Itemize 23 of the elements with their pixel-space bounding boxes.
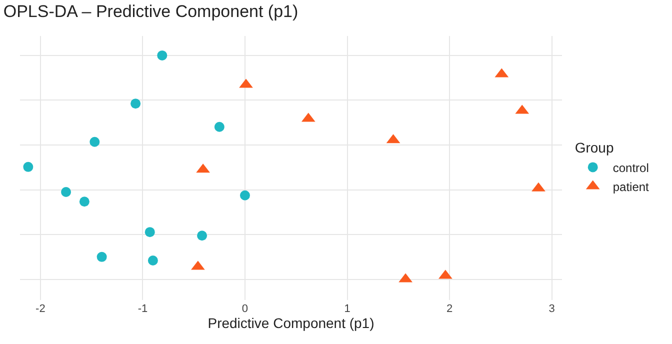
point (240, 190, 250, 200)
point (148, 256, 158, 266)
x-tick-label: 3 (548, 303, 555, 315)
chart-title: OPLS-DA – Predictive Component (p1) (3, 2, 298, 22)
legend-title: Group (574, 140, 614, 156)
point (144, 227, 155, 238)
point (157, 50, 168, 60)
point (61, 187, 72, 197)
legend-label: control (612, 160, 649, 175)
point (197, 230, 208, 241)
x-tick-label: 1 (344, 303, 350, 315)
x-axis-title: Predictive Component (p1) (208, 315, 374, 331)
point (96, 252, 107, 262)
point (214, 122, 224, 132)
legend-label: patient (612, 180, 650, 194)
x-tick-label: 0 (242, 303, 248, 315)
x-tick-label: -1 (138, 303, 148, 315)
point (90, 136, 100, 147)
point (130, 98, 141, 109)
point (79, 196, 90, 207)
x-tick-label: -2 (36, 303, 46, 315)
point (23, 162, 34, 172)
x-tick-label: 2 (446, 303, 453, 315)
